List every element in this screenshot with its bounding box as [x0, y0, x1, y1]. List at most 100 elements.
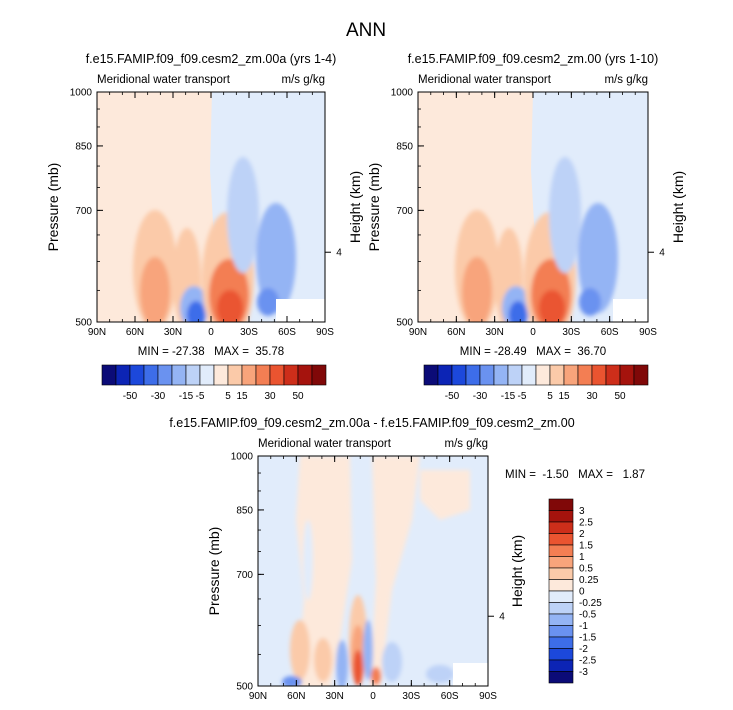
colorbar-swatch	[213, 364, 229, 386]
panel-diff-stats: MIN = -1.50 MAX = 1.87	[505, 469, 645, 481]
colorbar-label: 50	[292, 391, 304, 402]
x-tick-label: 60N	[447, 327, 465, 338]
panel-diff-neg-blob-f	[303, 520, 313, 600]
colorbar-swatch	[563, 364, 579, 386]
colorbar-diff-swatch	[548, 521, 574, 534]
y-tick-label: 1000	[391, 88, 414, 99]
panel-diff-neg-blob-d	[426, 665, 454, 683]
panel-left: f.e15.FAMIP.f09_f09.cesm2_zm.00a (yrs 1-…	[45, 52, 342, 358]
colorbar-label: 30	[264, 391, 276, 402]
x-tick-label: 60N	[126, 327, 144, 338]
colorbar-diff-label: -2	[579, 644, 588, 655]
panel-left-blob-k	[257, 288, 279, 316]
colorbar-swatch	[171, 364, 187, 386]
colorbar-diff-swatch	[548, 567, 574, 580]
panel-diff-neg-blob-a	[336, 640, 348, 686]
x-tick-label: 30S	[402, 691, 420, 702]
panel-right-stats: MIN = -28.49 MAX = 36.70	[460, 346, 606, 358]
colorbar-swatch	[493, 364, 509, 386]
colorbar-swatch	[269, 364, 285, 386]
y-tick-label: 1000	[231, 452, 254, 463]
colorbar-swatch	[115, 364, 131, 386]
y-tick-label: 700	[396, 206, 413, 217]
x-tick-label: 60S	[441, 691, 459, 702]
colorbar-diff-swatch	[548, 579, 574, 592]
x-tick-label: 90S	[316, 327, 334, 338]
panel-left-blob-h	[217, 290, 243, 322]
colorbar-diff-swatch	[548, 636, 574, 649]
panel-diff: f.e15.FAMIP.f09_f09.cesm2_zm.00a - f.e15…	[169, 416, 645, 702]
panel-diff-pos-region-c	[420, 470, 470, 520]
x-tick-label: 60S	[278, 327, 296, 338]
colorbar-label: -15	[501, 391, 516, 402]
panel-right-blob-k	[579, 288, 601, 316]
colorbar-diff-swatch	[548, 590, 574, 603]
panel-right-yaxis: 500 700 850 1000 4	[391, 88, 665, 329]
panel-right-blob-j	[578, 203, 618, 313]
colorbar-swatch	[129, 364, 145, 386]
colorbar-diff-swatch	[548, 613, 574, 626]
colorbar-diff-label: 2.5	[579, 518, 593, 529]
x-tick-label: 60N	[287, 691, 305, 702]
colorbar-diff-label: 0	[579, 587, 585, 598]
panel-diff-pos-region-b	[370, 456, 420, 686]
panel-left-title: f.e15.FAMIP.f09_f09.cesm2_zm.00a (yrs 1-…	[86, 52, 337, 66]
panel-diff-title: f.e15.FAMIP.f09_f09.cesm2_zm.00a - f.e15…	[169, 416, 574, 430]
y-tick-label: 850	[396, 141, 413, 152]
colorbar-label: 30	[586, 391, 598, 402]
panel-left-missing	[276, 299, 325, 322]
colorbar-swatch	[479, 364, 495, 386]
panel-right-blob-h	[539, 290, 565, 322]
panel-diff-pos-blob-b	[314, 638, 332, 682]
colorbar-swatch	[465, 364, 481, 386]
colorbar-diff-label: -0.5	[579, 610, 597, 621]
x-tick-label: 90S	[639, 327, 657, 338]
panel-right-ylabel: Pressure (mb)	[366, 163, 382, 252]
colorbar-diff-label: 0.25	[579, 575, 599, 586]
colorbar-left: -50 -30 -15 -5 5 15 30 50	[101, 364, 327, 402]
colorbar-swatch	[437, 364, 453, 386]
colorbar-diff-swatch	[548, 556, 574, 569]
colorbar-diff-label: -1.5	[579, 633, 597, 644]
colorbar-swatch	[283, 364, 299, 386]
colorbar-diff-swatch	[548, 533, 574, 546]
colorbar-label: 5	[547, 391, 553, 402]
panel-right-missing	[613, 299, 648, 322]
x-tick-label: 0	[208, 327, 214, 338]
x-tick-label: 90S	[479, 691, 497, 702]
panel-right-title: f.e15.FAMIP.f09_f09.cesm2_zm.00 (yrs 1-1…	[408, 52, 659, 66]
colorbar-label: 15	[236, 391, 248, 402]
colorbar-swatch	[185, 364, 201, 386]
colorbar-diff-swatch	[548, 510, 574, 523]
y-tick-label: 500	[236, 682, 253, 693]
y-tick-label: 500	[75, 318, 92, 329]
x-tick-label: 30N	[164, 327, 182, 338]
panel-right-units: m/s g/kg	[605, 74, 648, 86]
colorbar-label: -30	[151, 391, 166, 402]
x-tick-label: 90N	[88, 327, 106, 338]
panel-right-height-label: Height (km)	[670, 171, 686, 243]
figure-title: ANN	[346, 20, 386, 41]
y-tick-label: 700	[75, 206, 92, 217]
colorbar-diff-label: 3	[579, 506, 585, 517]
colorbar-diff-swatch	[548, 659, 574, 672]
colorbar-swatch	[591, 364, 607, 386]
x-tick-label: 30S	[562, 327, 580, 338]
colorbar-diff-label: -0.25	[579, 598, 602, 609]
panel-right-subtitle: Meridional water transport	[418, 74, 552, 86]
panel-left-height-label: Height (km)	[347, 171, 363, 243]
panel-left-units: m/s g/kg	[282, 74, 325, 86]
colorbar-swatch	[255, 364, 271, 386]
panel-left-field	[97, 92, 325, 322]
colorbar-diff-swatch	[548, 671, 574, 684]
colorbar-label: -50	[123, 391, 138, 402]
colorbar-right: -50 -30 -15 -5 5 15 30 50	[423, 364, 649, 402]
colorbar-swatch	[143, 364, 159, 386]
colorbar-label: 50	[614, 391, 626, 402]
panel-diff-height-label: Height (km)	[509, 535, 525, 607]
panel-left-subtitle: Meridional water transport	[97, 74, 231, 86]
y-tick-label: 700	[236, 570, 253, 581]
panel-diff-pos-blob-e	[353, 650, 363, 686]
colorbar-label: 15	[558, 391, 570, 402]
